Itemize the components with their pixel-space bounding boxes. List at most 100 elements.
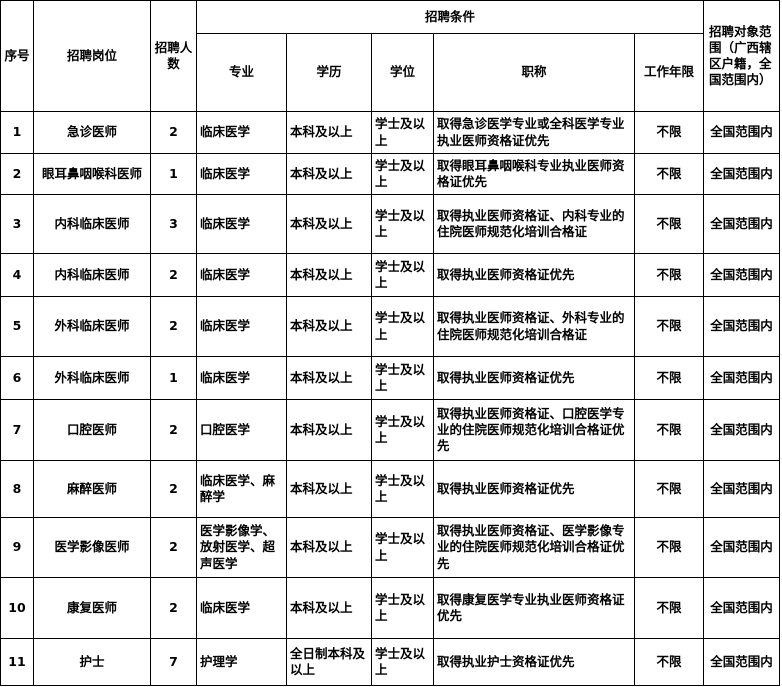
seq-cell: 11 xyxy=(0,638,34,686)
count-cell: 2 xyxy=(150,296,197,357)
seq-cell: 6 xyxy=(0,356,34,400)
seq-cell: 8 xyxy=(0,460,34,518)
title-cell: 取得执业医师资格证、医学影像专业的住院医师规范化培训合格证优先 xyxy=(433,517,635,578)
title-cell: 取得执业医师资格证、口腔医学专业的住院医师规范化培训合格证优先 xyxy=(433,399,635,461)
count-cell: 2 xyxy=(150,399,197,461)
major-cell: 临床医学 xyxy=(196,153,287,195)
seq-cell: 10 xyxy=(0,577,34,639)
years-cell: 不限 xyxy=(633,296,705,357)
scope-cell: 全国范围内 xyxy=(703,111,781,154)
scope-cell: 全国范围内 xyxy=(703,153,781,195)
scope-cell: 全国范围内 xyxy=(703,194,781,254)
header-major: 专业 xyxy=(196,33,287,112)
degree-cell: 学士及以上 xyxy=(371,111,434,154)
education-cell: 本科及以上 xyxy=(286,111,372,154)
major-cell: 临床医学 xyxy=(196,194,287,254)
title-cell: 取得眼耳鼻咽喉科专业执业医师资格证优先 xyxy=(433,153,635,195)
education-cell: 本科及以上 xyxy=(286,517,372,578)
seq-cell: 9 xyxy=(0,517,34,578)
table-row: 1 急诊医师 2 临床医学 本科及以上 学士及以上 取得急诊医学专业或全科医学专… xyxy=(0,111,781,154)
title-cell: 取得执业医师资格证优先 xyxy=(433,356,635,400)
education-cell: 本科及以上 xyxy=(286,577,372,639)
major-cell: 临床医学 xyxy=(196,296,287,357)
header-post: 招聘岗位 xyxy=(33,0,151,112)
title-cell: 取得康复医学专业执业医师资格证优先 xyxy=(433,577,635,639)
years-cell: 不限 xyxy=(633,356,705,400)
header-education: 学历 xyxy=(286,33,372,112)
major-cell: 临床医学 xyxy=(196,577,287,639)
post-cell: 急诊医师 xyxy=(33,111,151,154)
seq-cell: 4 xyxy=(0,253,34,297)
education-cell: 本科及以上 xyxy=(286,253,372,297)
header-degree: 学位 xyxy=(371,33,434,112)
education-cell: 本科及以上 xyxy=(286,194,372,254)
years-cell: 不限 xyxy=(633,153,705,195)
degree-cell: 学士及以上 xyxy=(371,253,434,297)
seq-cell: 1 xyxy=(0,111,34,154)
major-cell: 医学影像学、放射医学、超声医学 xyxy=(196,517,287,578)
table-row: 10 康复医师 2 临床医学 本科及以上 学士及以上 取得康复医学专业执业医师资… xyxy=(0,577,781,639)
count-cell: 1 xyxy=(150,356,197,400)
major-cell: 临床医学、麻醉学 xyxy=(196,460,287,518)
post-cell: 医学影像医师 xyxy=(33,517,151,578)
major-cell: 临床医学 xyxy=(196,111,287,154)
table-row: 2 眼耳鼻咽喉科医师 1 临床医学 本科及以上 学士及以上 取得眼耳鼻咽喉科专业… xyxy=(0,153,781,195)
years-cell: 不限 xyxy=(633,638,705,686)
count-cell: 3 xyxy=(150,194,197,254)
scope-cell: 全国范围内 xyxy=(703,577,781,639)
title-cell: 取得执业医师资格证优先 xyxy=(433,460,635,518)
post-cell: 护士 xyxy=(33,638,151,686)
degree-cell: 学士及以上 xyxy=(371,517,434,578)
table-row: 6 外科临床医师 1 临床医学 本科及以上 学士及以上 取得执业医师资格证优先 … xyxy=(0,356,781,400)
count-cell: 7 xyxy=(150,638,197,686)
scope-cell: 全国范围内 xyxy=(703,399,781,461)
degree-cell: 学士及以上 xyxy=(371,194,434,254)
seq-cell: 3 xyxy=(0,194,34,254)
table-row: 11 护士 7 护理学 全日制本科及以上 学士及以上 取得执业护士资格证优先 不… xyxy=(0,638,781,686)
seq-cell: 2 xyxy=(0,153,34,195)
degree-cell: 学士及以上 xyxy=(371,356,434,400)
education-cell: 全日制本科及以上 xyxy=(286,638,372,686)
title-cell: 取得执业医师资格证优先 xyxy=(433,253,635,297)
education-cell: 本科及以上 xyxy=(286,153,372,195)
years-cell: 不限 xyxy=(633,194,705,254)
scope-cell: 全国范围内 xyxy=(703,517,781,578)
post-cell: 麻醉医师 xyxy=(33,460,151,518)
years-cell: 不限 xyxy=(633,111,705,154)
count-cell: 2 xyxy=(150,517,197,578)
post-cell: 眼耳鼻咽喉科医师 xyxy=(33,153,151,195)
count-cell: 1 xyxy=(150,153,197,195)
table-row: 9 医学影像医师 2 医学影像学、放射医学、超声医学 本科及以上 学士及以上 取… xyxy=(0,517,781,578)
table-row: 5 外科临床医师 2 临床医学 本科及以上 学士及以上 取得执业医师资格证、外科… xyxy=(0,296,781,357)
header-scope: 招聘对象范围（广西辖区户籍，全国范围内） xyxy=(703,0,781,112)
table-row: 3 内科临床医师 3 临床医学 本科及以上 学士及以上 取得执业医师资格证、内科… xyxy=(0,194,781,254)
scope-cell: 全国范围内 xyxy=(703,638,781,686)
header-seq: 序号 xyxy=(0,0,34,112)
degree-cell: 学士及以上 xyxy=(371,460,434,518)
degree-cell: 学士及以上 xyxy=(371,153,434,195)
major-cell: 护理学 xyxy=(196,638,287,686)
education-cell: 本科及以上 xyxy=(286,356,372,400)
seq-cell: 5 xyxy=(0,296,34,357)
post-cell: 内科临床医师 xyxy=(33,253,151,297)
table-row: 8 麻醉医师 2 临床医学、麻醉学 本科及以上 学士及以上 取得执业医师资格证优… xyxy=(0,460,781,518)
degree-cell: 学士及以上 xyxy=(371,638,434,686)
count-cell: 2 xyxy=(150,460,197,518)
years-cell: 不限 xyxy=(633,460,705,518)
header-title: 职称 xyxy=(433,33,635,112)
post-cell: 外科临床医师 xyxy=(33,296,151,357)
years-cell: 不限 xyxy=(633,577,705,639)
count-cell: 2 xyxy=(150,253,197,297)
major-cell: 口腔医学 xyxy=(196,399,287,461)
major-cell: 临床医学 xyxy=(196,253,287,297)
education-cell: 本科及以上 xyxy=(286,399,372,461)
years-cell: 不限 xyxy=(633,399,705,461)
title-cell: 取得执业医师资格证、外科专业的住院医师规范化培训合格证 xyxy=(433,296,635,357)
scope-cell: 全国范围内 xyxy=(703,460,781,518)
table-row: 4 内科临床医师 2 临床医学 本科及以上 学士及以上 取得执业医师资格证优先 … xyxy=(0,253,781,297)
table-row: 7 口腔医师 2 口腔医学 本科及以上 学士及以上 取得执业医师资格证、口腔医学… xyxy=(0,399,781,461)
major-cell: 临床医学 xyxy=(196,356,287,400)
scope-cell: 全国范围内 xyxy=(703,253,781,297)
education-cell: 本科及以上 xyxy=(286,296,372,357)
